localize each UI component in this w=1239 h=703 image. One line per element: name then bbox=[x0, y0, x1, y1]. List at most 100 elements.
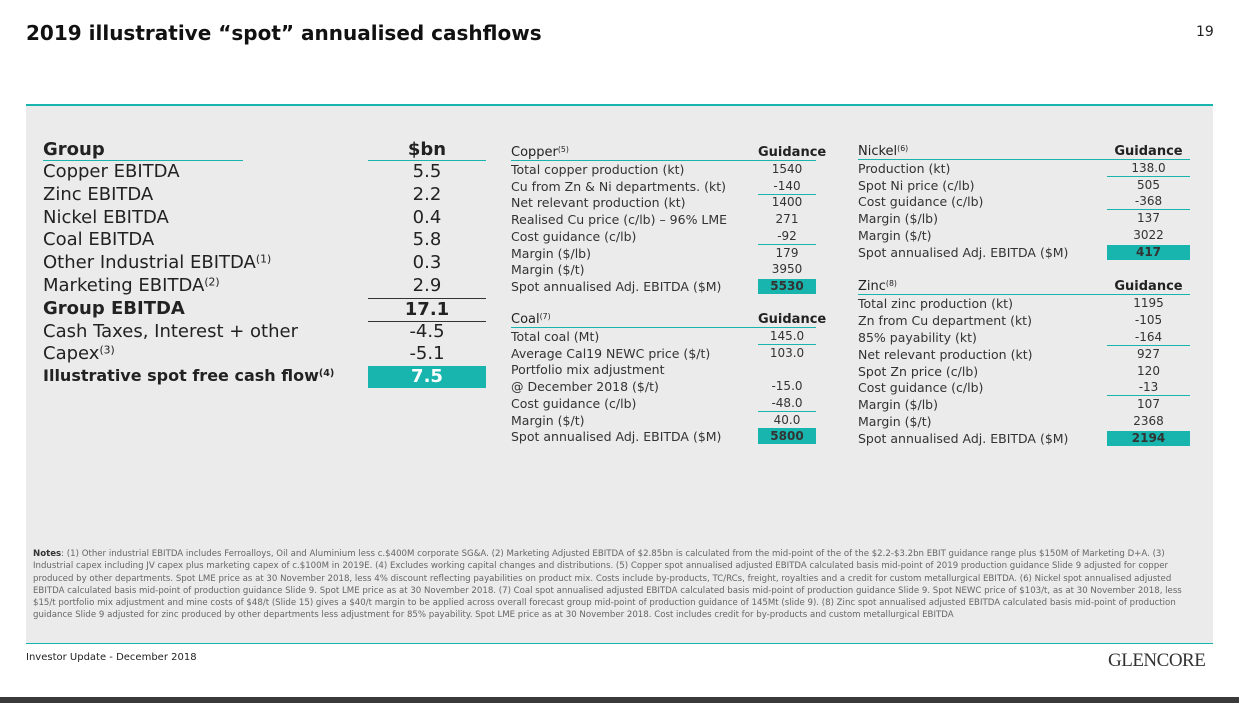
row-label: Margin ($/t) bbox=[858, 414, 932, 430]
row-label: Cost guidance (c/lb) bbox=[511, 395, 637, 411]
row-value: 1400 bbox=[771, 195, 803, 210]
row-label: Total copper production (kt) bbox=[511, 161, 685, 177]
rule bbox=[26, 104, 1213, 106]
row-value: 505 bbox=[1137, 177, 1160, 192]
column-header: Guidance bbox=[758, 145, 827, 161]
row-value: -368 bbox=[1107, 194, 1190, 211]
row-label: Nickel EBITDA bbox=[43, 207, 169, 228]
row-value: 1540 bbox=[771, 161, 803, 176]
row-value: 0.4 bbox=[412, 206, 442, 228]
row-value: 137 bbox=[1137, 211, 1160, 226]
title: Nickel bbox=[858, 144, 898, 159]
row-value: 120 bbox=[1137, 363, 1160, 378]
row-value: 2194 bbox=[1107, 431, 1190, 447]
row-label: Capex(3) bbox=[43, 343, 115, 364]
row-value: 5530 bbox=[758, 279, 816, 294]
row-value: 2.2 bbox=[412, 183, 442, 205]
label: Coal EBITDA bbox=[43, 229, 155, 251]
row-value: -48.0 bbox=[758, 396, 816, 412]
row-label: @ December 2018 ($/t) bbox=[511, 379, 659, 394]
label: Zinc EBITDA bbox=[43, 183, 154, 205]
footnote-ref: (5) bbox=[557, 145, 569, 155]
row-value: 138.0 bbox=[1107, 161, 1190, 177]
row-label: Average Cal19 NEWC price ($/t) bbox=[511, 345, 711, 361]
label: Other Industrial EBITDA bbox=[43, 252, 256, 274]
row-value: 271 bbox=[775, 212, 799, 226]
row-value: -4.5 bbox=[409, 320, 445, 342]
footnote-ref: (6) bbox=[897, 144, 909, 154]
row-value: -105 bbox=[1134, 312, 1163, 327]
row-label: Illustrative spot free cash flow(4) bbox=[43, 366, 334, 385]
label: Copper EBITDA bbox=[43, 161, 180, 182]
row-label: Margin ($/t) bbox=[511, 262, 585, 278]
row-label: Total zinc production (kt) bbox=[858, 295, 1013, 311]
row-label: Margin ($/t) bbox=[858, 228, 932, 243]
bottom-bar bbox=[0, 697, 1239, 703]
row-label: Production (kt) bbox=[858, 160, 951, 176]
footnote-ref: (2) bbox=[204, 275, 220, 289]
row-label: Zinc EBITDA bbox=[43, 184, 153, 205]
label: Cash Taxes, Interest + other bbox=[43, 320, 298, 342]
title: Coal bbox=[511, 312, 540, 327]
label: Nickel EBITDA bbox=[43, 206, 169, 228]
notes-text: : (1) Other industrial EBITDA includes F… bbox=[33, 549, 1182, 621]
panel bbox=[26, 106, 1213, 643]
logo: GLENCORE bbox=[1108, 650, 1206, 671]
label: Marketing EBITDA bbox=[43, 275, 205, 296]
footer-text: Investor Update - December 2018 bbox=[26, 652, 197, 663]
header-label: Group bbox=[43, 139, 243, 161]
row-label: Copper EBITDA bbox=[43, 161, 180, 182]
row-label: Cost guidance (c/lb) bbox=[858, 194, 984, 210]
footnote-ref: (4) bbox=[318, 368, 335, 380]
row-value: 927 bbox=[1137, 346, 1160, 361]
row-value: 417 bbox=[1107, 244, 1190, 260]
row-value: -15.0 bbox=[771, 379, 803, 393]
row-label: 85% payability (kt) bbox=[858, 329, 977, 345]
row-label: Marketing EBITDA(2) bbox=[43, 275, 220, 296]
footnote-ref: (3) bbox=[99, 344, 115, 357]
row-label: Spot annualised Adj. EBITDA ($M) bbox=[511, 279, 722, 294]
row-value: 1195 bbox=[1133, 295, 1164, 310]
table-title: Zinc(8) bbox=[858, 279, 1107, 295]
row-value: 17.1 bbox=[368, 297, 486, 322]
page-number: 19 bbox=[1196, 24, 1214, 40]
row-label: Cost guidance (c/lb) bbox=[858, 380, 984, 396]
row-label: Net relevant production (kt) bbox=[858, 346, 1033, 362]
row-value: 3022 bbox=[1133, 228, 1164, 242]
row-label: Spot annualised Adj. EBITDA ($M) bbox=[858, 431, 1069, 447]
row-value: 5800 bbox=[758, 429, 816, 445]
row-label: Cu from Zn & Ni departments. (kt) bbox=[511, 178, 726, 194]
row-label: Portfolio mix adjustment bbox=[511, 362, 665, 378]
row-value: 179 bbox=[775, 245, 799, 260]
title: Copper bbox=[511, 145, 558, 160]
row-label: Group EBITDA bbox=[43, 298, 185, 319]
row-label: Net relevant production (kt) bbox=[511, 195, 686, 211]
row-value: -92 bbox=[758, 229, 816, 245]
row-value: 2.9 bbox=[412, 275, 442, 296]
row-value: 145.0 bbox=[758, 329, 816, 345]
row-value: -140 bbox=[758, 179, 816, 195]
footnote-ref: (1) bbox=[255, 252, 272, 266]
row-value: 103.0 bbox=[769, 345, 805, 360]
row-value: -5.1 bbox=[409, 343, 445, 365]
row-label: Spot Zn price (c/lb) bbox=[858, 363, 979, 379]
row-value: 2368 bbox=[1133, 414, 1164, 429]
table-title: Copper(5) bbox=[511, 145, 758, 161]
row-value: 5.5 bbox=[412, 161, 442, 182]
header-value: $bn bbox=[368, 139, 486, 161]
row-value: 7.5 bbox=[368, 366, 486, 389]
row-label: Margin ($/lb) bbox=[858, 211, 938, 227]
label: Illustrative spot free cash flow bbox=[43, 366, 319, 386]
title: 2019 illustrative “spot” annualised cash… bbox=[26, 21, 542, 45]
rule bbox=[26, 643, 1213, 644]
row-label: Cost guidance (c/lb) bbox=[511, 228, 637, 244]
label: Group EBITDA bbox=[43, 297, 185, 319]
row-value: 0.3 bbox=[412, 252, 442, 274]
row-value: 107 bbox=[1137, 397, 1160, 412]
column-header: Guidance bbox=[1107, 279, 1190, 295]
row-value: -13 bbox=[1107, 380, 1190, 397]
footnote-ref: (7) bbox=[539, 312, 551, 322]
row-value: 3950 bbox=[771, 262, 803, 277]
row-label: Coal EBITDA bbox=[43, 229, 154, 250]
